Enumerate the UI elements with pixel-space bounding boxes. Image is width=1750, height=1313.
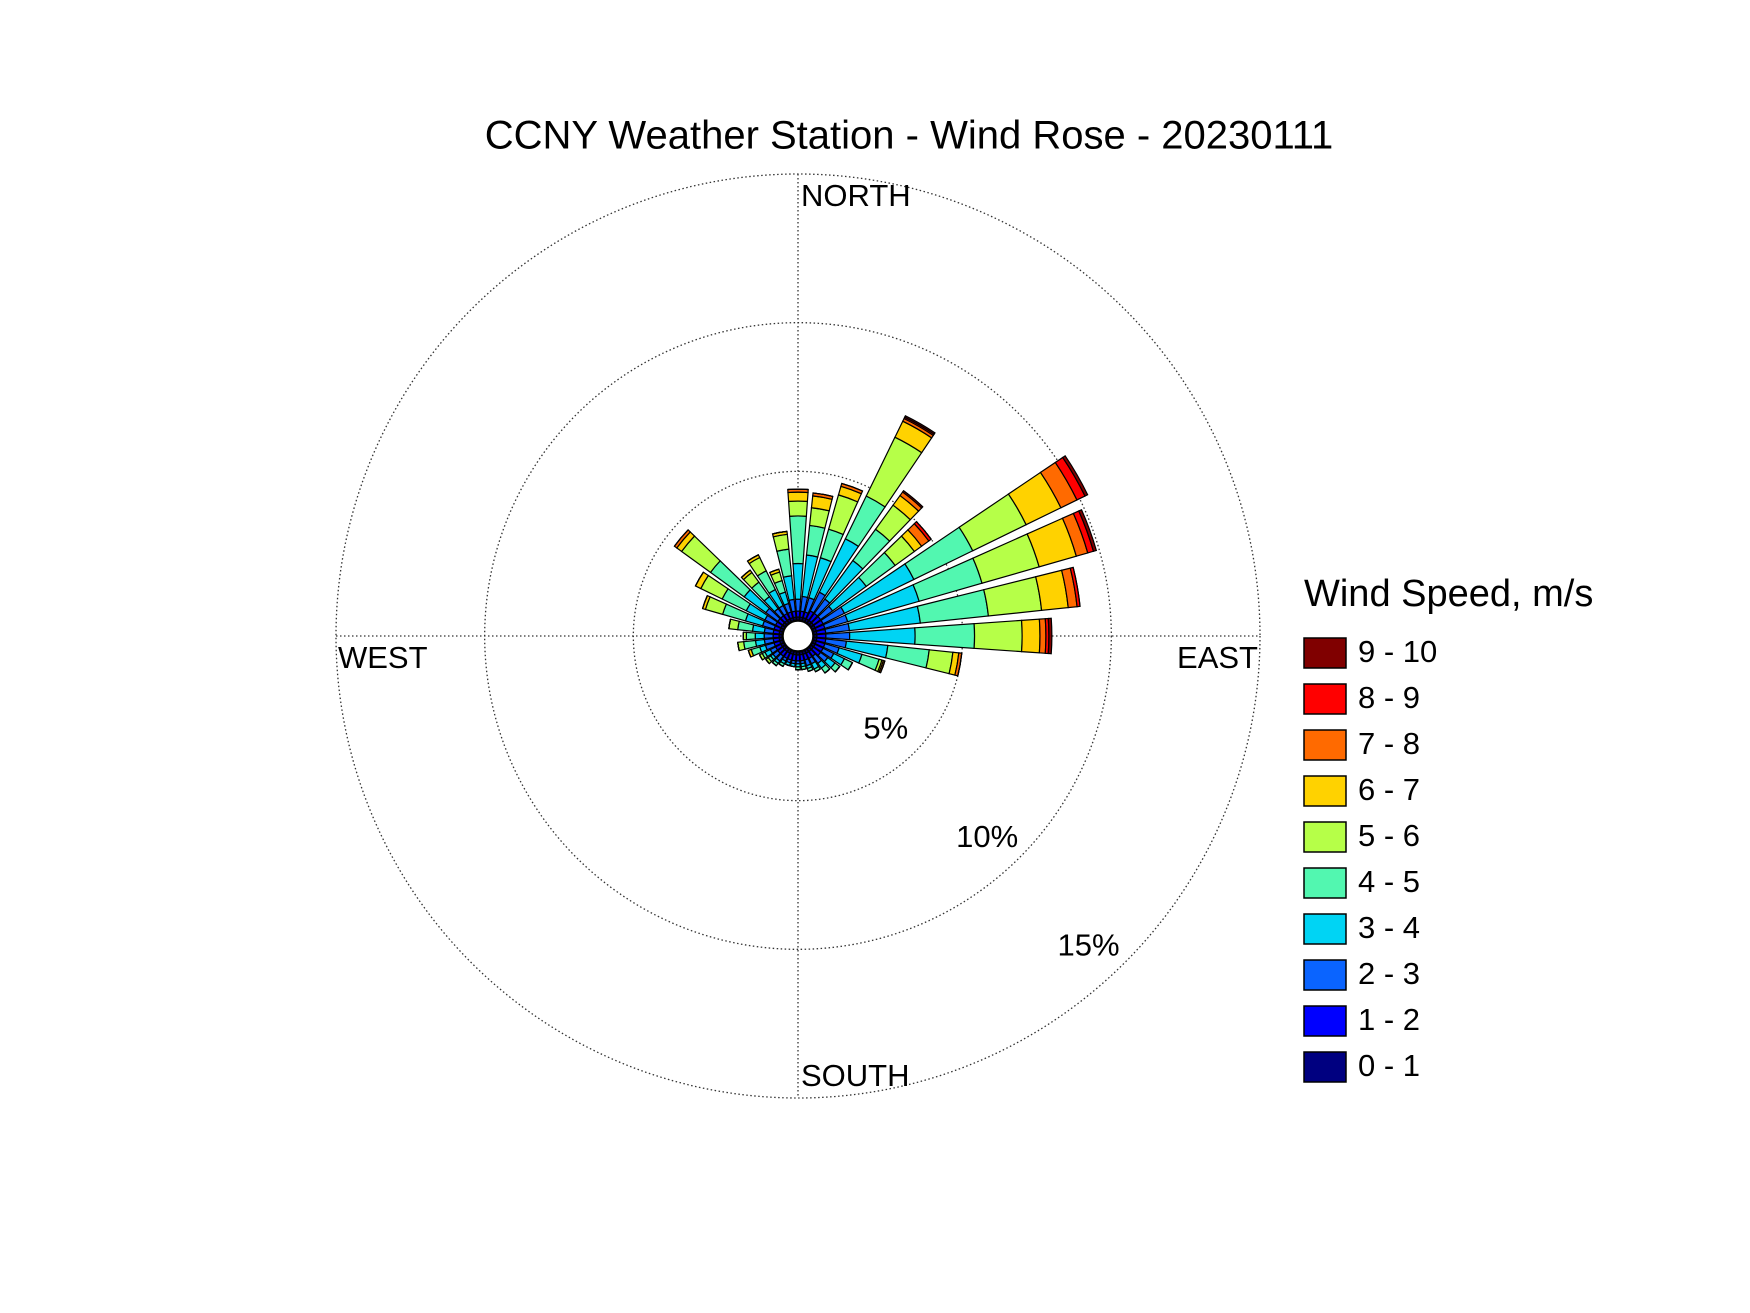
wind-segment (788, 515, 808, 565)
legend-swatch (1303, 683, 1347, 715)
legend-label: 0 - 1 (1358, 1048, 1420, 1083)
wind-segment (792, 562, 804, 600)
wind-segment (754, 632, 765, 640)
compass-label: WEST (338, 640, 428, 675)
wind-segment (825, 631, 851, 641)
wind-segment (903, 415, 936, 435)
grid-ring (484, 322, 1112, 950)
ring-label: 10% (956, 819, 1018, 854)
legend-swatch (1303, 821, 1347, 853)
wind-segment (728, 619, 732, 629)
wind-segment (765, 659, 770, 665)
wind-segment (778, 663, 784, 667)
wind-segment (1061, 454, 1089, 497)
wind-segment (787, 500, 809, 517)
wind-segment (745, 631, 756, 641)
wind-segment (759, 654, 764, 661)
legend-label: 6 - 7 (1358, 772, 1420, 807)
wind-segment (841, 482, 863, 492)
wind-segment (794, 598, 802, 612)
wind-segment (1078, 508, 1098, 553)
legend-swatch (1303, 913, 1347, 945)
legend-label: 5 - 6 (1358, 818, 1420, 853)
wind-segment (1038, 618, 1047, 654)
wind-segment (914, 623, 976, 649)
wind-segment (747, 554, 759, 562)
wind-segment (879, 660, 886, 673)
compass-label: SOUTH (801, 1058, 910, 1093)
wind-segment (1047, 617, 1053, 655)
legend-label: 8 - 9 (1358, 680, 1420, 715)
wind-segment (763, 632, 774, 640)
legend-label: 4 - 5 (1358, 864, 1420, 899)
ring-label: 15% (1058, 928, 1120, 963)
legend-swatch (1303, 1005, 1347, 1037)
compass-label: NORTH (801, 178, 911, 213)
wind-segment (812, 492, 833, 498)
legend-swatch (1303, 959, 1347, 991)
legend-swatch (1303, 729, 1347, 761)
wind-segment (772, 633, 780, 639)
legend-label: 2 - 3 (1358, 956, 1420, 991)
chart-title: CCNY Weather Station - Wind Rose - 20230… (485, 114, 1334, 158)
wind-segment (787, 491, 809, 503)
wind-segment (795, 610, 801, 618)
wind-segment (795, 654, 801, 662)
wind-segment (747, 650, 752, 658)
wind-segment (741, 569, 751, 578)
wind-segment (1020, 618, 1041, 654)
legend-swatch (1303, 775, 1347, 807)
legend-swatch (1303, 867, 1347, 899)
wind-segment (673, 529, 689, 547)
legend-label: 9 - 10 (1358, 634, 1437, 669)
legend-swatch (1303, 1051, 1347, 1083)
legend-swatch (1303, 637, 1347, 669)
wind-segment (694, 571, 704, 587)
legend-label: 7 - 8 (1358, 726, 1420, 761)
wind-segment (847, 662, 854, 671)
wind-segment (816, 633, 827, 639)
legend-label: 1 - 2 (1358, 1002, 1420, 1037)
wind-segment (957, 653, 963, 676)
ring-label: 5% (863, 710, 908, 745)
legend-title: Wind Speed, m/s (1304, 573, 1593, 615)
legend-label: 3 - 4 (1358, 910, 1420, 945)
wind-segment (916, 521, 932, 540)
wind-segment (973, 619, 1023, 653)
center-hole (782, 620, 814, 652)
wind-segment (790, 665, 795, 668)
wind-segment (808, 507, 830, 529)
compass-label: EAST (1177, 640, 1258, 675)
